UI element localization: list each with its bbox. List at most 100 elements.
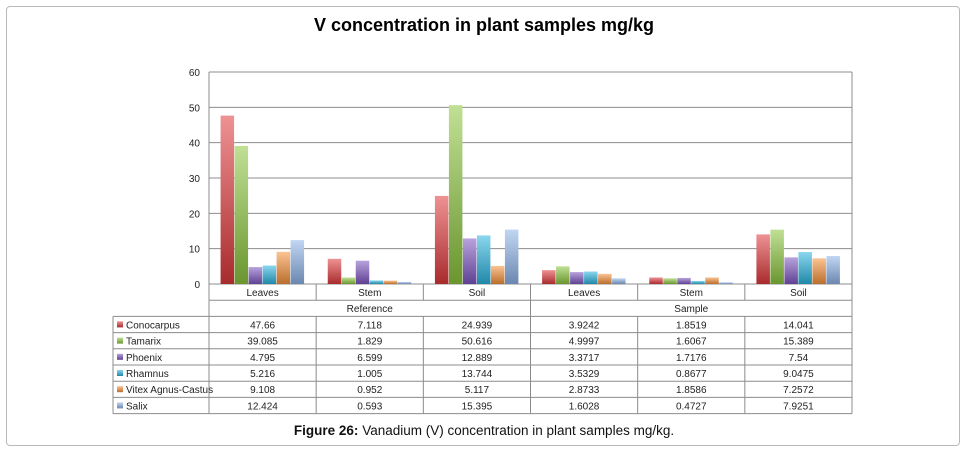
bar [397, 281, 412, 284]
data-label: 7.54 [789, 353, 809, 364]
bar [798, 252, 812, 284]
data-label: 14.041 [783, 320, 814, 331]
x-category-label: Leaves [246, 288, 278, 299]
data-label: 15.389 [783, 337, 814, 348]
bar [504, 229, 519, 284]
legend-label: Conocarpus [126, 320, 180, 331]
y-tick-label: 60 [189, 68, 201, 79]
bar [383, 280, 398, 284]
data-label: 1.6067 [676, 337, 707, 348]
bar [719, 282, 733, 284]
bar [234, 145, 249, 284]
data-label: 2.8733 [569, 385, 600, 396]
legend-swatch [117, 370, 123, 376]
bar [677, 277, 691, 284]
bar [476, 235, 491, 284]
caption-label: Figure 26: [293, 423, 359, 438]
y-tick-label: 20 [189, 209, 201, 220]
bar [612, 278, 626, 284]
data-label: 9.0475 [783, 369, 814, 380]
y-tick-label: 50 [189, 103, 201, 114]
legend-swatch [117, 353, 123, 360]
data-label: 0.952 [357, 385, 382, 396]
data-label: 3.5329 [569, 369, 600, 380]
y-tick-label: 10 [189, 245, 201, 256]
bar [220, 115, 235, 284]
y-tick-label: 0 [194, 280, 200, 291]
legend-swatch [117, 402, 123, 409]
legend-label: Phoenix [126, 353, 162, 364]
bar [341, 277, 356, 284]
data-label: 7.118 [358, 320, 383, 331]
bar [462, 238, 477, 284]
figure-frame [6, 6, 960, 446]
data-label: 7.9251 [783, 401, 814, 412]
data-label: 6.599 [357, 353, 382, 364]
gridlines [209, 71, 852, 285]
x-category-label: Soil [469, 288, 486, 299]
data-label: 0.593 [357, 401, 382, 412]
legend-swatch [117, 321, 123, 328]
y-tick-label: 40 [189, 139, 201, 150]
legend-label: Tamarix [126, 337, 161, 348]
legend-label: Salix [126, 401, 148, 412]
x-category-label: Leaves [568, 288, 600, 299]
data-label: 5.216 [250, 369, 275, 380]
data-label: 1.6028 [569, 401, 600, 412]
chart-title: V concentration in plant samples mg/kg [314, 15, 654, 35]
bar [584, 271, 598, 284]
bar [276, 251, 291, 284]
data-label: 50.616 [462, 337, 493, 348]
data-label: 5.117 [465, 385, 490, 396]
bar [598, 273, 612, 284]
data-label: 15.395 [462, 401, 493, 412]
bar [542, 270, 556, 284]
data-label: 1.005 [357, 369, 382, 380]
x-category-label: Stem [358, 288, 381, 299]
data-label: 47.66 [250, 320, 275, 331]
data-label: 4.9997 [569, 337, 600, 348]
data-label: 1.8519 [676, 320, 707, 331]
bar [784, 257, 798, 284]
data-label: 1.8586 [676, 385, 707, 396]
bar [570, 272, 584, 284]
data-label: 4.795 [250, 353, 275, 364]
bar [663, 278, 677, 284]
bar [490, 265, 505, 284]
data-label: 3.9242 [569, 320, 600, 331]
bar [290, 240, 305, 284]
data-label: 39.085 [247, 337, 278, 348]
x-group-label: Reference [347, 304, 394, 315]
x-category-label: Soil [790, 288, 807, 299]
bar [705, 277, 719, 284]
data-label: 0.8677 [676, 369, 707, 380]
legend-label: Vitex Agnus-Castus [126, 385, 213, 396]
data-label: 12.424 [247, 401, 278, 412]
bar [434, 195, 449, 284]
y-tick-label: 30 [189, 174, 201, 185]
data-table: Leaves Stem Soil Leaves Stem Soil Reference Sam… [112, 284, 853, 415]
data-label: 0.4727 [676, 401, 707, 412]
bar [262, 265, 277, 284]
bar [770, 229, 784, 284]
data-label: 1.829 [357, 337, 382, 348]
bar [756, 234, 770, 284]
legend-swatch [117, 337, 123, 344]
bar [649, 277, 663, 284]
data-label: 12.889 [462, 353, 493, 364]
data-label: 13.744 [462, 369, 493, 380]
data-label: 7.2572 [783, 385, 814, 396]
bar [355, 260, 370, 284]
axes: 0 10 20 30 40 50 60 [189, 68, 853, 291]
bar [248, 267, 263, 284]
data-label: 24.939 [462, 320, 493, 331]
bar [448, 105, 463, 284]
bar [369, 280, 384, 284]
bar [826, 255, 840, 284]
caption-text: Vanadium (V) concentration in plant samp… [362, 423, 675, 438]
bar [327, 258, 342, 284]
bar [556, 266, 570, 284]
legend-label: Rhamnus [126, 369, 169, 380]
figure-caption: Figure 26: Vanadium (V) concentration in… [0, 423, 968, 438]
x-category-label: Stem [680, 288, 703, 299]
